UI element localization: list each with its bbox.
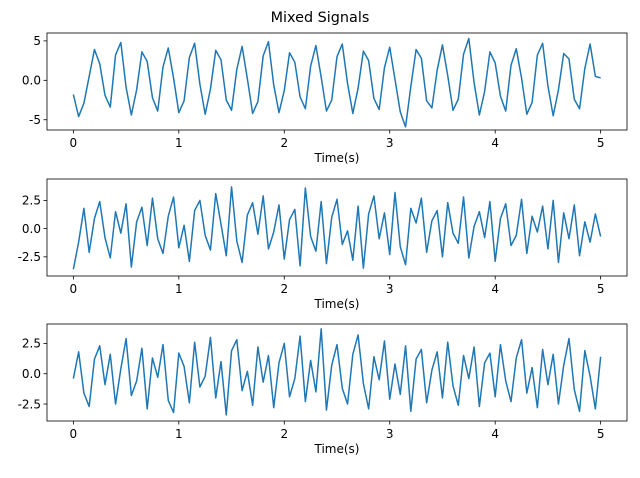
x-tick-label: 3 [386,136,394,150]
y-tick-label: 2.5 [22,194,41,208]
x-tick-label: 0 [70,427,78,441]
x-tick-label: 3 [386,282,394,296]
x-tick-label: 5 [597,136,605,150]
x-tick-label: 2 [280,282,288,296]
y-tick-label: 0.0 [22,222,41,236]
y-tick-label: 0.0 [22,367,41,381]
x-tick-label: 1 [175,427,183,441]
y-tick-label: -2.5 [18,397,41,411]
subplot-1: 0 1 2 3 4 5 -5 0.0 5 Time(s) [22,32,628,165]
x-tick-label: 3 [386,427,394,441]
series-line-2-1 [72,186,602,270]
x-tick-label: 2 [280,136,288,150]
y-tick-label: 5 [33,34,41,48]
axes-frame-3 [46,323,628,422]
x-tick-label: 5 [597,282,605,296]
subplots: 0 1 2 3 4 5 -5 0.0 5 Time(s) 0 1 2 3 4 5 -2.5 0.0 2.5 Time(… [18,32,628,456]
x-tick-label: 4 [491,427,499,441]
x-tick-label: 4 [491,136,499,150]
axes-frame-2 [46,178,628,277]
x-axis-label: Time(s) [314,151,360,165]
series-line-1-1 [72,37,601,128]
axes-frame-1 [46,32,628,131]
x-axis-label: Time(s) [314,442,360,456]
x-tick-label: 4 [491,282,499,296]
subplot-3: 0 1 2 3 4 5 -2.5 0.0 2.5 Time(s) [18,323,628,456]
series-line-3-1 [72,328,602,416]
x-tick-label: 5 [597,427,605,441]
x-axis-label: Time(s) [314,297,360,311]
x-tick-label: 2 [280,427,288,441]
x-tick-label: 0 [70,136,78,150]
x-tick-label: 1 [175,282,183,296]
y-tick-label: 0.0 [22,74,41,88]
x-tick-label: 1 [175,136,183,150]
figure-title: Mixed Signals [271,10,370,26]
y-tick-label: -2.5 [18,250,41,264]
y-tick-label: 2.5 [22,337,41,351]
x-tick-label: 0 [70,282,78,296]
subplot-2: 0 1 2 3 4 5 -2.5 0.0 2.5 Time(s) [18,178,628,311]
y-tick-label: -5 [29,113,41,127]
